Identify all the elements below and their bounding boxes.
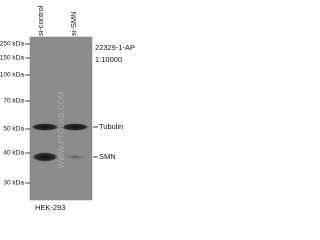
antibody-catalog: 22329-1-AP — [95, 43, 135, 52]
marker-label: 100 kDa — [0, 72, 24, 79]
membrane — [30, 37, 92, 200]
lane-label: si-control — [36, 5, 45, 36]
marker-label: 150 kDa — [0, 55, 24, 62]
band-label: Tubulin — [99, 122, 123, 131]
marker-label: 70 kDa — [3, 98, 24, 105]
smn-band-lane1 — [31, 152, 59, 162]
band-label: SMN — [99, 152, 116, 161]
membrane-edge — [29, 36, 93, 201]
watermark: WWW.PTGLAB.COM — [57, 91, 66, 168]
cell-line: HEK-293 — [35, 203, 65, 212]
lane-label: si-SMN — [69, 11, 78, 36]
smn-band-lane2 — [63, 154, 87, 160]
marker-label: 50 kDa — [3, 126, 24, 133]
antibody-dilution: 1:10000 — [95, 55, 122, 64]
tubulin-band-lane2 — [60, 123, 90, 131]
marker-label: 30 kDa — [3, 180, 24, 187]
marker-label: 40 kDa — [3, 150, 24, 157]
blot-figure: WWW.PTGLAB.COM si-control si-SMN 22329-1… — [0, 5, 135, 212]
tubulin-band-lane1 — [30, 123, 60, 131]
marker-label: 250 kDa — [0, 41, 24, 48]
